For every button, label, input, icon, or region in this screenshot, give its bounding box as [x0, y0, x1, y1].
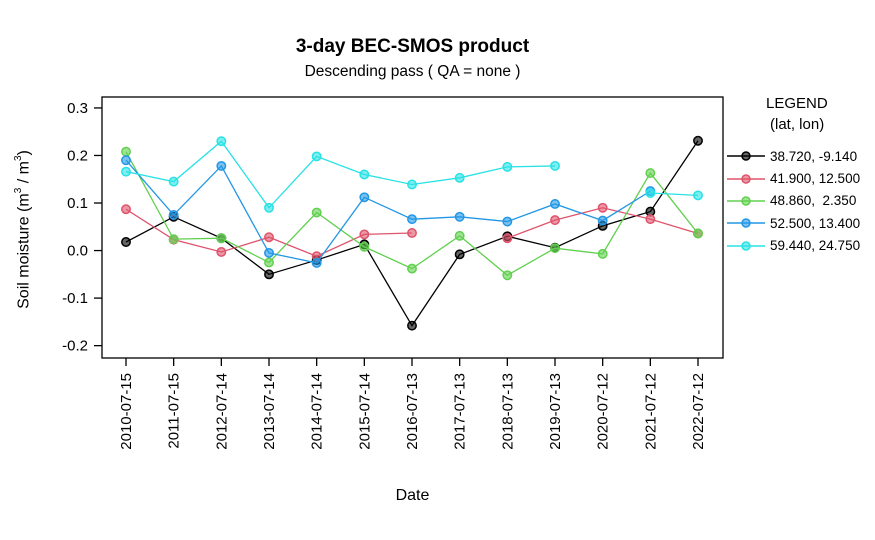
data-point: [359, 192, 370, 203]
data-point: [454, 211, 465, 222]
data-point: [121, 237, 131, 247]
data-point: [121, 166, 131, 177]
legend-entry: 52.500, 13.400: [727, 212, 875, 234]
data-point: [407, 228, 417, 238]
data-point: [693, 135, 703, 146]
data-point: [311, 257, 322, 268]
data-point: [645, 188, 656, 198]
data-point: [550, 215, 560, 226]
x-tick-label: 2012-07-14: [213, 373, 230, 450]
legend-marker-icon: [727, 218, 765, 229]
data-point: [168, 209, 179, 220]
data-point: [454, 230, 465, 241]
data-point: [216, 233, 227, 244]
data-point: [168, 234, 179, 245]
legend-marker-icon: [727, 196, 765, 206]
data-point: [550, 243, 560, 254]
data-point: [359, 169, 370, 180]
data-point: [502, 270, 513, 281]
chart-subtitle: Descending pass ( QA = none ): [304, 63, 521, 80]
y-tick-label: 0.1: [67, 195, 88, 212]
data-point: [121, 155, 131, 166]
x-tick-label: 2018-07-13: [499, 373, 516, 450]
data-point: [597, 215, 608, 226]
data-point: [645, 168, 656, 179]
legend-entry-label: 59.440, 24.750: [770, 238, 861, 254]
x-tick-label: 2015-07-14: [356, 373, 373, 450]
data-point: [407, 179, 417, 190]
data-point: [216, 247, 227, 257]
data-point: [216, 160, 227, 171]
plot-frame: [101, 96, 724, 359]
chart-title: 3-day BEC-SMOS product: [295, 36, 530, 57]
legend-entry-label: 41.900, 12.500: [770, 171, 861, 187]
data-point: [645, 214, 656, 225]
series-line: [650, 192, 699, 197]
x-tick-label: 2013-07-14: [261, 373, 278, 450]
data-point: [311, 207, 322, 218]
data-point: [693, 228, 703, 239]
legend-marker-icon: [727, 151, 765, 161]
data-point: [550, 160, 560, 171]
data-point: [597, 248, 608, 259]
chart-legend: LEGEND (lat, lon) 38.720, -9.140 41.900, …: [727, 95, 875, 257]
data-point: [407, 263, 417, 274]
x-tick-label: 2019-07-13: [547, 373, 564, 450]
x-tick-label: 2014-07-14: [309, 373, 326, 450]
legend-entry-label: 38.720, -9.140: [770, 148, 858, 164]
series-line: [125, 159, 651, 264]
legend-title: LEGEND: [766, 95, 828, 112]
legend-entry: 48.860, 2.350: [727, 190, 875, 212]
data-point: [216, 136, 227, 147]
data-point: [502, 216, 513, 227]
data-point: [264, 269, 274, 280]
data-point: [168, 176, 179, 187]
data-point: [121, 204, 131, 215]
y-tick-label: -0.2: [62, 338, 88, 355]
data-point: [454, 249, 465, 260]
legend-entry-label: 48.860, 2.350: [770, 193, 857, 209]
data-point: [264, 247, 274, 258]
legend-entries: 38.720, -9.140 41.900, 12.500 48.860, 2.35…: [727, 145, 875, 257]
legend-entry: 41.900, 12.500: [727, 167, 875, 189]
data-point: [597, 202, 608, 213]
y-tick-label: 0.3: [67, 100, 88, 117]
legend-marker-icon: [727, 241, 765, 251]
data-point: [407, 214, 417, 225]
series-line: [125, 151, 699, 277]
data-point: [264, 202, 274, 213]
legend-entry-label: 52.500, 13.400: [770, 215, 861, 231]
data-point: [359, 229, 370, 240]
data-point: [693, 190, 703, 201]
x-tick-label: 2011-07-15: [166, 373, 183, 449]
legend-entry: 38.720, -9.140: [727, 145, 875, 167]
data-point: [359, 241, 370, 252]
series-line: [125, 140, 556, 209]
y-tick-label: 0.2: [67, 147, 88, 164]
legend-marker-icon: [727, 173, 765, 184]
legend-subtitle: (lat, lon): [770, 116, 825, 133]
legend-entry: 59.440, 24.750: [727, 235, 875, 257]
y-tick-label: 0.0: [67, 243, 88, 260]
data-point: [121, 146, 131, 157]
x-tick-label: 2010-07-15: [118, 373, 135, 450]
data-point: [407, 320, 417, 331]
data-point: [311, 151, 322, 162]
data-point: [502, 233, 513, 244]
data-point: [454, 172, 465, 183]
data-point: [264, 232, 274, 243]
x-tick-label: 2016-07-13: [404, 373, 421, 450]
y-axis-label: Soil moisture (m3 / m3): [13, 150, 33, 309]
data-point: [502, 161, 513, 172]
x-axis-label: Date: [395, 487, 430, 504]
x-tick-label: 2022-07-12: [690, 373, 707, 450]
data-point: [550, 199, 560, 209]
data-point: [264, 257, 274, 268]
x-tick-label: 2017-07-13: [452, 373, 469, 450]
y-tick-label: -0.1: [62, 290, 88, 307]
x-tick-label: 2021-07-12: [642, 373, 659, 450]
x-tick-label: 2020-07-12: [595, 373, 612, 450]
